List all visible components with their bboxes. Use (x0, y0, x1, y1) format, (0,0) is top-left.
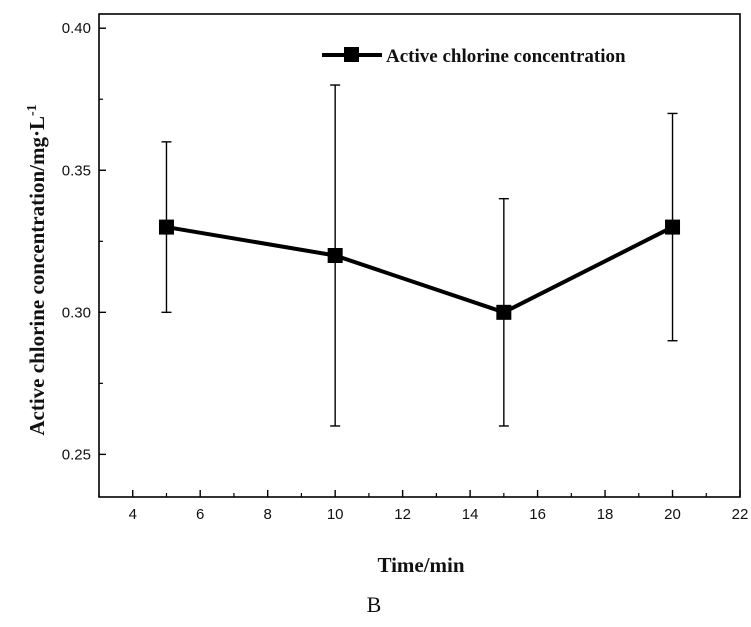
y-tick-label: 0.30 (62, 304, 91, 321)
series-polyline (166, 225, 674, 315)
x-axis-title: Time/min (377, 553, 464, 577)
x-tick-label: 10 (327, 506, 344, 523)
x-tick-label: 20 (664, 506, 681, 523)
x-tick-label: 14 (462, 506, 479, 523)
y-axis-title-exponent: -1 (25, 104, 40, 116)
x-tick-label: 16 (529, 506, 546, 523)
data-point-marker (665, 219, 681, 235)
plot-frame (98, 13, 741, 498)
plot-area-border (98, 13, 741, 498)
panel-label: B (367, 592, 382, 617)
error-bars (161, 84, 678, 427)
x-tick-label: 6 (196, 506, 204, 523)
x-tick-label: 22 (732, 506, 749, 523)
x-axis-ticks: 4 6 8 10 12 14 16 18 20 22 (98, 490, 749, 523)
y-axis-ticks: 0.25 0.30 0.35 0.40 (62, 20, 106, 463)
y-axis-title-main: Active chlorine concentration/mg·L (25, 116, 49, 436)
x-tick-label: 8 (264, 506, 272, 523)
y-tick-label: 0.40 (62, 20, 91, 37)
y-tick-label: 0.35 (62, 162, 91, 179)
data-point-marker (496, 304, 512, 320)
x-tick-label: 18 (597, 506, 614, 523)
data-markers (158, 219, 681, 320)
x-tick-label: 4 (129, 506, 137, 523)
legend-marker-sample (344, 47, 359, 62)
series-line (166, 225, 674, 315)
y-tick-label: 0.25 (62, 446, 91, 463)
data-point-marker (158, 219, 174, 235)
x-tick-label: 12 (394, 506, 411, 523)
data-point-marker (327, 248, 343, 263)
y-axis-title: Active chlorine concentration/mg·L-1 (25, 104, 49, 435)
legend: Active chlorine concentration (322, 46, 626, 67)
legend-label: Active chlorine concentration (386, 46, 626, 67)
